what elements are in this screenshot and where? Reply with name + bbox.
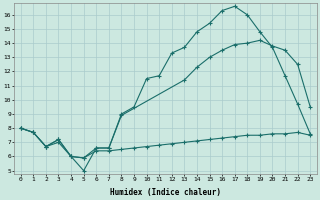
X-axis label: Humidex (Indice chaleur): Humidex (Indice chaleur)	[110, 188, 221, 197]
